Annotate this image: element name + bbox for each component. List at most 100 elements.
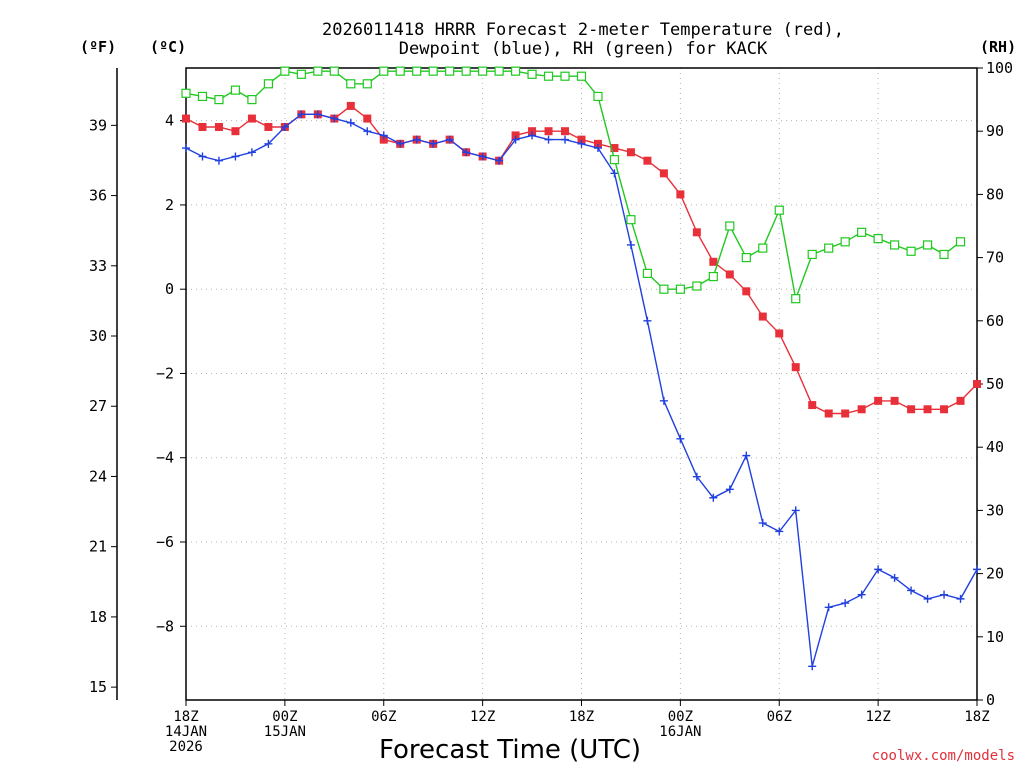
data-point-marker bbox=[709, 493, 718, 502]
data-point-marker bbox=[396, 139, 405, 148]
data-point-marker bbox=[956, 594, 965, 603]
rh-tick-label: 10 bbox=[986, 628, 1004, 646]
data-point-marker bbox=[412, 66, 422, 76]
data-point-marker bbox=[478, 66, 488, 76]
data-point-marker bbox=[576, 71, 587, 81]
data-point-marker bbox=[231, 127, 240, 136]
x-tick-label: 06Z bbox=[371, 709, 396, 725]
celsius-tick-label: −2 bbox=[156, 364, 174, 382]
data-point-marker bbox=[923, 405, 932, 414]
data-point-marker bbox=[775, 527, 784, 536]
rh-tick-label: 70 bbox=[986, 249, 1004, 267]
series-group bbox=[182, 101, 981, 418]
data-point-marker bbox=[906, 246, 916, 256]
rh-tick-label: 0 bbox=[986, 691, 995, 709]
x-tick-label: 18Z bbox=[964, 709, 989, 725]
data-point-marker bbox=[280, 122, 289, 131]
data-point-marker bbox=[791, 294, 801, 304]
fahrenheit-unit-label: (ºF) bbox=[80, 38, 116, 56]
data-point-marker bbox=[379, 135, 388, 144]
celsius-tick-label: −4 bbox=[156, 449, 174, 467]
data-point-marker bbox=[495, 156, 504, 165]
credit-label: coolwx.com/models bbox=[872, 748, 1015, 764]
x-tick-label: 15JAN bbox=[264, 724, 306, 740]
data-point-marker bbox=[659, 169, 668, 178]
rh-tick-label: 40 bbox=[986, 438, 1004, 456]
data-point-marker bbox=[610, 144, 619, 153]
x-tick-label: 06Z bbox=[767, 709, 792, 725]
data-point-marker bbox=[182, 144, 190, 153]
fahrenheit-tick-label: 33 bbox=[89, 257, 107, 275]
data-point-marker bbox=[264, 122, 273, 131]
data-point-marker bbox=[346, 101, 355, 110]
data-point-marker bbox=[363, 114, 372, 123]
data-point-marker bbox=[675, 284, 685, 294]
data-point-marker bbox=[922, 240, 933, 250]
data-point-marker bbox=[346, 79, 356, 89]
data-point-marker bbox=[461, 66, 471, 76]
data-point-marker bbox=[874, 565, 883, 574]
data-point-marker bbox=[593, 144, 602, 153]
data-point-marker bbox=[808, 662, 817, 671]
rh-tick-label: 90 bbox=[986, 122, 1004, 140]
data-point-marker bbox=[577, 135, 586, 144]
data-point-marker bbox=[890, 573, 899, 582]
data-point-marker bbox=[742, 287, 751, 296]
data-point-marker bbox=[494, 66, 504, 76]
celsius-unit-label: (ºC) bbox=[150, 38, 186, 56]
x-tick-label: 16JAN bbox=[659, 724, 701, 740]
rh-tick-label: 60 bbox=[986, 312, 1004, 330]
data-point-marker bbox=[857, 227, 867, 237]
data-point-marker bbox=[774, 205, 784, 215]
data-point-marker bbox=[395, 66, 405, 76]
data-point-marker bbox=[363, 127, 372, 136]
data-point-marker bbox=[214, 94, 224, 105]
series-line bbox=[185, 70, 961, 302]
data-point-marker bbox=[561, 135, 570, 144]
data-point-marker bbox=[955, 237, 966, 247]
data-point-marker bbox=[791, 506, 800, 515]
data-point-marker bbox=[560, 71, 570, 81]
data-point-marker bbox=[296, 69, 306, 79]
celsius-tick-label: 0 bbox=[165, 280, 174, 298]
data-point-marker bbox=[824, 409, 833, 418]
data-point-marker bbox=[197, 91, 208, 102]
celsius-tick-label: −6 bbox=[156, 533, 174, 551]
data-point-marker bbox=[758, 519, 767, 528]
data-point-marker bbox=[808, 401, 817, 410]
rh-unit-label: (RH) bbox=[980, 38, 1016, 56]
data-point-marker bbox=[313, 66, 323, 76]
data-point-marker bbox=[857, 590, 866, 599]
data-point-marker bbox=[198, 152, 207, 161]
data-point-marker bbox=[973, 380, 981, 388]
data-point-marker bbox=[791, 363, 800, 372]
data-point-marker bbox=[527, 69, 537, 79]
rh-tick-label: 30 bbox=[986, 501, 1004, 519]
data-point-marker bbox=[840, 237, 850, 247]
data-point-marker bbox=[428, 66, 438, 76]
data-point-marker bbox=[231, 152, 240, 161]
data-point-marker bbox=[329, 66, 339, 76]
x-tick-label: 18Z bbox=[173, 709, 198, 725]
data-point-marker bbox=[544, 135, 553, 144]
data-point-marker bbox=[264, 139, 273, 148]
data-point-marker bbox=[643, 316, 652, 325]
data-point-marker bbox=[412, 135, 421, 144]
data-point-marker bbox=[528, 127, 537, 136]
data-point-marker bbox=[577, 139, 586, 148]
data-point-marker bbox=[824, 243, 834, 253]
data-point-marker bbox=[857, 405, 866, 414]
data-point-marker bbox=[511, 131, 520, 140]
fahrenheit-tick-label: 15 bbox=[89, 678, 107, 696]
celsius-tick-label: −8 bbox=[156, 617, 174, 635]
data-point-marker bbox=[758, 243, 768, 253]
data-point-marker bbox=[659, 396, 668, 405]
rh-tick-label: 50 bbox=[986, 375, 1004, 393]
data-point-marker bbox=[874, 396, 883, 405]
data-point-marker bbox=[610, 169, 619, 178]
series-line bbox=[185, 105, 978, 415]
data-point-marker bbox=[890, 396, 899, 405]
data-point-marker bbox=[528, 131, 537, 140]
fahrenheit-tick-label: 24 bbox=[89, 467, 107, 485]
